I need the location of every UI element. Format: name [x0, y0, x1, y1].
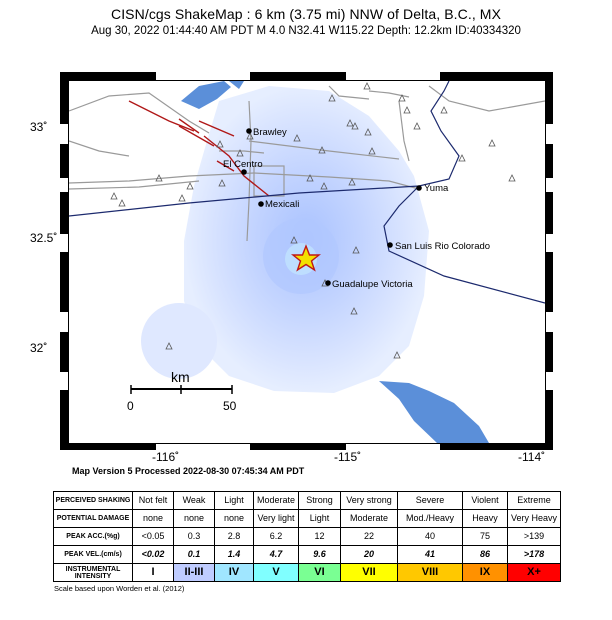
legend-row-vel: PEAK VEL.(cm/s) <0.02 0.1 1.4 4.7 9.6 20… [53, 545, 561, 564]
scale-bar-end: 50 [223, 399, 237, 413]
legend-header: PEAK ACC.(%g) [53, 527, 133, 546]
legend-cell: <0.05 [132, 527, 174, 546]
seismic-stations [110, 82, 516, 359]
map-frame-ticks [60, 72, 553, 450]
legend-cell: 75 [462, 527, 508, 546]
city-dot-brawley [246, 128, 252, 134]
legend-cell: >139 [507, 527, 561, 546]
city-label-mexicali: Mexicali [265, 199, 299, 210]
intensity-legend: PERCEIVED SHAKING Not felt Weak Light Mo… [53, 491, 561, 582]
legend-cell: Moderate [340, 509, 398, 528]
lat-label-32-5: 32.5˚ [30, 231, 58, 245]
city-label-san-luis: San Luis Rio Colorado [395, 241, 490, 252]
city-dot-el-centro [241, 169, 247, 175]
legend-cell: >178 [507, 545, 561, 564]
legend-cell: Very strong [340, 491, 398, 510]
city-dot-mexicali [258, 201, 264, 207]
legend-row-damage: POTENTIAL DAMAGE none none none Very lig… [53, 509, 561, 528]
legend-cell: 6.2 [253, 527, 299, 546]
reservoir [229, 81, 244, 89]
gulf-of-california [379, 381, 489, 443]
legend-cell: 2.8 [214, 527, 254, 546]
map-version: Map Version 5 Processed 2022-08-30 07:45… [72, 466, 305, 476]
legend-row-acc: PEAK ACC.(%g) <0.05 0.3 2.8 6.2 12 22 40… [53, 527, 561, 546]
faults [128, 100, 270, 197]
legend-cell: 0.3 [173, 527, 215, 546]
intensity-swatch: VII [340, 563, 398, 582]
lat-label-33: 33˚ [30, 120, 48, 134]
legend-row-intensity: INSTRUMENTAL INTENSITY I II-III IV V VI … [53, 563, 561, 582]
intensity-swatch: I [132, 563, 174, 582]
legend-cell: Light [298, 509, 341, 528]
scale-bar-unit: km [171, 369, 190, 385]
legend-cell: Strong [298, 491, 341, 510]
city-label-guadalupe: Guadalupe Victoria [332, 279, 413, 290]
intensity-swatch: IX [462, 563, 508, 582]
legend-cell: Weak [173, 491, 215, 510]
legend-header: PERCEIVED SHAKING [53, 491, 133, 510]
legend-cell: 41 [397, 545, 463, 564]
legend-cell: 4.7 [253, 545, 299, 564]
city-dot-san-luis [387, 242, 393, 248]
legend-cell: Not felt [132, 491, 174, 510]
roads [69, 85, 545, 242]
epicenter-star-icon [291, 244, 321, 272]
city-label-brawley: Brawley [253, 127, 287, 138]
event-details: Aug 30, 2022 01:44:40 AM PDT M 4.0 N32.4… [91, 25, 521, 37]
legend-cell: 20 [340, 545, 398, 564]
scale-bar: km 0 50 [127, 369, 237, 413]
legend-cell: <0.02 [132, 545, 174, 564]
legend-cell: Light [214, 491, 254, 510]
city-dot-guadalupe [325, 280, 331, 286]
legend-cell: Moderate [253, 491, 299, 510]
legend-cell: Mod./Heavy [397, 509, 463, 528]
legend-cell: 12 [298, 527, 341, 546]
city-label-yuma: Yuma [424, 183, 449, 194]
legend-cell: none [173, 509, 215, 528]
legend-row-shaking: PERCEIVED SHAKING Not felt Weak Light Mo… [53, 491, 561, 510]
lon-label-114: -114˚ [518, 450, 546, 464]
legend-cell: Severe [397, 491, 463, 510]
legend-cell: Very Heavy [507, 509, 561, 528]
salton-sea [181, 81, 231, 109]
legend-cell: none [132, 509, 174, 528]
legend-cell: none [214, 509, 254, 528]
lat-label-32: 32˚ [30, 341, 48, 355]
intensity-swatch: V [253, 563, 299, 582]
scale-credit: Scale based upon Worden et al. (2012) [54, 584, 185, 593]
shakemap-canvas: Brawley El Centro Mexicali Yuma San Luis… [69, 81, 545, 443]
city-label-el-centro: El Centro [223, 159, 263, 170]
city-dot-yuma [416, 185, 422, 191]
legend-cell: Very light [253, 509, 299, 528]
legend-cell: 0.1 [173, 545, 215, 564]
intensity-patch [141, 303, 217, 379]
shakemap-frame: Brawley El Centro Mexicali Yuma San Luis… [68, 80, 546, 444]
lon-label-115: -115˚ [334, 450, 362, 464]
legend-cell: 40 [397, 527, 463, 546]
legend-cell: Heavy [462, 509, 508, 528]
scale-bar-start: 0 [127, 399, 134, 413]
intensity-swatch: VI [298, 563, 341, 582]
legend-cell: 22 [340, 527, 398, 546]
intensity-swatch: II-III [173, 563, 215, 582]
legend-cell: 86 [462, 545, 508, 564]
legend-cell: 1.4 [214, 545, 254, 564]
intensity-swatch: IV [214, 563, 254, 582]
intensity-swatch: X+ [507, 563, 561, 582]
legend-header: INSTRUMENTAL INTENSITY [53, 563, 133, 582]
city-markers: Brawley El Centro Mexicali Yuma San Luis… [223, 127, 490, 290]
legend-header: PEAK VEL.(cm/s) [53, 545, 133, 564]
legend-cell: Extreme [507, 491, 561, 510]
lon-label-116: -116˚ [152, 450, 180, 464]
map-title: CISN/cgs ShakeMap : 6 km (3.75 mi) NNW o… [110, 6, 502, 22]
legend-cell: Violent [462, 491, 508, 510]
intensity-swatch: VIII [397, 563, 463, 582]
legend-cell: 9.6 [298, 545, 341, 564]
legend-header: POTENTIAL DAMAGE [53, 509, 133, 528]
borders [69, 81, 545, 304]
